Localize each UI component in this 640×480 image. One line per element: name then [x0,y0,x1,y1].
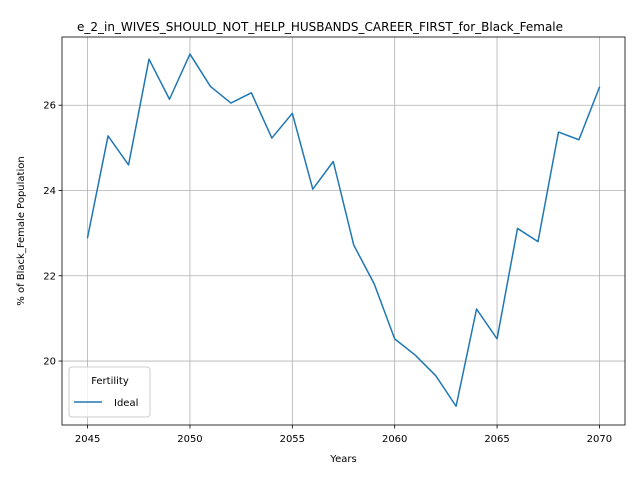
legend-label-ideal: Ideal [114,398,138,409]
legend: Fertility Ideal [68,366,151,418]
x-tick-label: 2065 [484,434,509,445]
y-tick-label: 24 [43,186,56,197]
x-tick-label: 2045 [75,434,100,445]
axis-ticks: 2045 2050 2055 2060 2065 2070 20 22 24 26 [43,101,612,445]
y-tick-label: 20 [43,357,56,368]
series-line-ideal [86,53,601,407]
x-tick-label: 2055 [280,434,305,445]
legend-title: Fertility [91,376,129,387]
x-tick-label: 2070 [587,434,612,445]
x-axis-label: Years [329,454,356,465]
series-lines [86,53,601,407]
y-axis-label: % of Black_Female Population [16,156,27,305]
y-tick-label: 22 [43,271,56,282]
chart-title: e_2_in_WIVES_SHOULD_NOT_HELP_HUSBANDS_CA… [77,20,563,34]
y-tick-label: 26 [43,101,56,112]
legend-box [68,366,151,418]
grid-lines [62,37,625,425]
plot-frame [61,36,626,426]
x-tick-label: 2050 [177,434,202,445]
x-tick-label: 2060 [382,434,407,445]
